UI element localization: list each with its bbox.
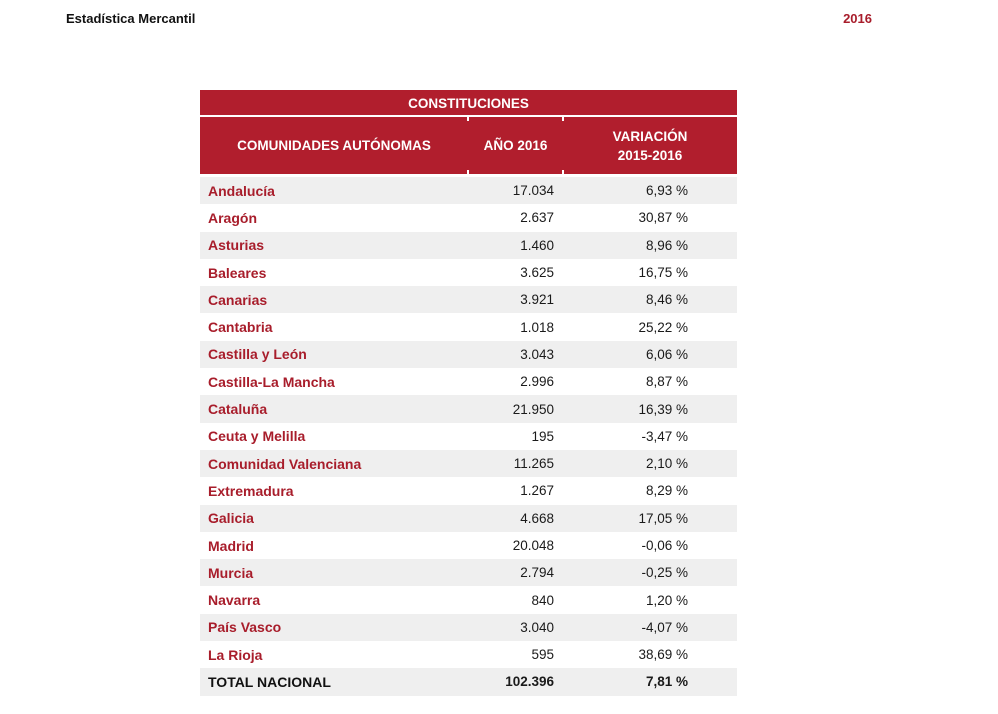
variation-value: 6,06 % (645, 346, 688, 362)
table-row: Comunidad Valenciana 11.265 2,10 % (200, 449, 737, 478)
year-value: 195 (531, 428, 554, 444)
table-row: Galicia 4.668 17,05 % (200, 504, 737, 532)
region-name: Cantabria (208, 319, 273, 336)
variation-value: 1,20 % (645, 592, 688, 608)
year-value: 1.460 (520, 237, 554, 253)
year-value: 595 (531, 647, 554, 663)
region-name: Cataluña (208, 401, 268, 418)
region-name: Aragón (208, 209, 257, 226)
region-name: Ceuta y Melilla (208, 428, 306, 445)
table-row: Aragón 2.637 30,87 % (200, 204, 737, 232)
variation-value: -3,47 % (641, 428, 688, 444)
table-row: Baleares 3.625 16,75 % (200, 258, 737, 287)
variation-value: -0,06 % (641, 538, 688, 553)
region-name: Madrid (208, 537, 254, 554)
variation-value: 25,22 % (638, 319, 688, 335)
region-name: Castilla-La Mancha (208, 373, 335, 390)
year-value: 17.034 (512, 183, 554, 199)
table-row: Castilla-La Mancha 2.996 8,87 % (200, 368, 737, 396)
year-value: 2.794 (520, 565, 554, 581)
variation-value: -0,25 % (641, 565, 688, 581)
variation-value: 8,29 % (645, 483, 688, 499)
region-name: Extremadura (208, 482, 294, 499)
table-row: Cantabria 1.018 25,22 % (200, 313, 737, 341)
variation-value: 8,96 % (645, 237, 688, 253)
column-header-region-label: COMUNIDADES AUTÓNOMAS (237, 138, 431, 153)
variation-value: 2,10 % (645, 456, 688, 472)
column-header-year: AÑO 2016 (467, 117, 563, 174)
region-name: País Vasco (208, 619, 282, 636)
column-header-variation: VARIACIÓN 2015-2016 (562, 117, 737, 174)
table-title: CONSTITUCIONES (200, 90, 737, 117)
variation-value: -4,07 % (641, 619, 688, 635)
year-value: 1.018 (520, 319, 554, 335)
region-name: Murcia (208, 564, 254, 581)
year-value: 3.921 (520, 292, 554, 308)
variation-value: 8,87 % (645, 374, 688, 390)
table-total-row: TOTAL NACIONAL 102.396 7,81 % (200, 668, 737, 696)
table-row: Asturias 1.460 8,96 % (200, 231, 737, 259)
region-name: Galicia (208, 510, 254, 527)
year-value: 4.668 (520, 510, 554, 526)
year-value: 1.267 (520, 483, 554, 499)
year-value: 21.950 (512, 401, 554, 417)
region-name: Canarias (208, 291, 268, 308)
year-value: 11.265 (513, 456, 554, 472)
table-body: Andalucía 17.034 6,93 % Aragón 2.637 30,… (200, 177, 737, 669)
table-row: Extremadura 1.267 8,29 % (200, 477, 737, 505)
table-row: Castilla y León 3.043 6,06 % (200, 340, 737, 369)
table-row: Ceuta y Melilla 195 -3,47 % (200, 422, 737, 450)
year-value: 3.040 (520, 619, 554, 635)
region-name: Baleares (208, 264, 267, 281)
table-row: Andalucía 17.034 6,93 % (200, 177, 737, 205)
table-row: La Rioja 595 38,69 % (200, 641, 737, 669)
column-header-region: COMUNIDADES AUTÓNOMAS (200, 117, 468, 174)
region-name: Asturias (208, 237, 265, 254)
year-value: 3.043 (520, 346, 554, 362)
variation-value: 30,87 % (638, 210, 688, 226)
variation-value: 38,69 % (638, 647, 688, 663)
variation-value: 16,39 % (638, 401, 688, 417)
table-row: Murcia 2.794 -0,25 % (200, 559, 737, 587)
column-header-year-label: AÑO 2016 (483, 138, 548, 153)
year-value: 2.996 (520, 374, 554, 390)
variation-value: 8,46 % (645, 292, 688, 308)
constituciones-table: CONSTITUCIONES COMUNIDADES AUTÓNOMAS AÑO… (200, 90, 737, 696)
region-name: Navarra (208, 592, 261, 609)
table-row: Cataluña 21.950 16,39 % (200, 395, 737, 423)
page-title: Estadística Mercantil (66, 11, 196, 26)
total-year-value: 102.396 (505, 674, 554, 690)
variation-value: 6,93 % (645, 183, 688, 199)
column-header-variation-line1: VARIACIÓN (612, 128, 688, 144)
total-label: TOTAL NACIONAL (208, 673, 331, 690)
year-value: 2.637 (520, 210, 554, 226)
table-row: Madrid 20.048 -0,06 % (200, 531, 737, 560)
region-name: Comunidad Valenciana (208, 455, 362, 472)
table-header-row: COMUNIDADES AUTÓNOMAS AÑO 2016 VARIACIÓN… (200, 117, 737, 174)
variation-value: 17,05 % (638, 510, 688, 526)
region-name: Castilla y León (208, 346, 307, 363)
year-value: 3.625 (520, 265, 554, 281)
year-value: 840 (531, 592, 554, 608)
region-name: Andalucía (208, 182, 275, 199)
variation-value: 16,75 % (638, 265, 688, 281)
region-name: La Rioja (208, 646, 263, 663)
table-row: Canarias 3.921 8,46 % (200, 286, 737, 314)
table-row: Navarra 840 1,20 % (200, 586, 737, 614)
page-year: 2016 (843, 11, 872, 26)
table-row: País Vasco 3.040 -4,07 % (200, 613, 737, 642)
column-header-variation-line2: 2015-2016 (617, 147, 683, 163)
year-value: 20.048 (512, 538, 554, 553)
total-variation-value: 7,81 % (645, 674, 688, 690)
